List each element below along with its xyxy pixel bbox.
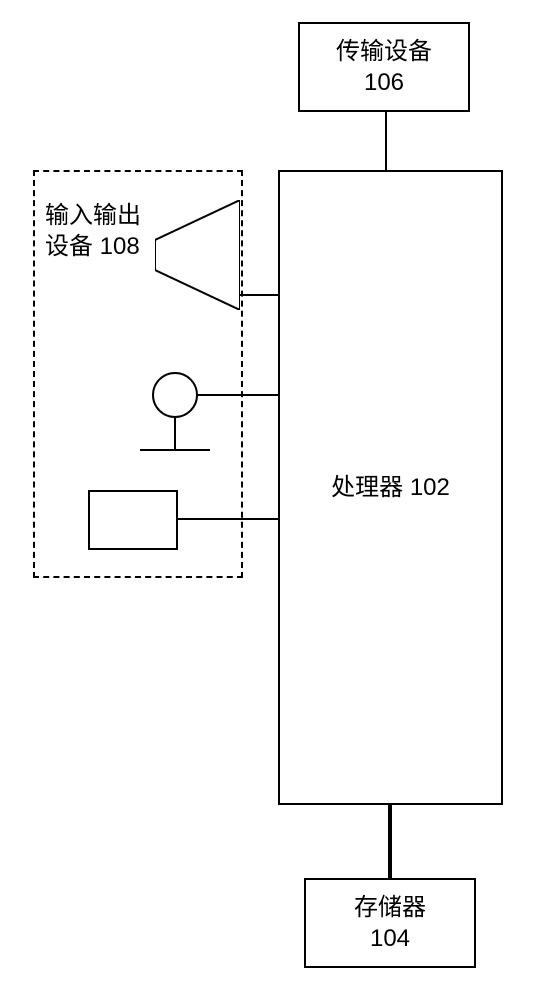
storage-label-line1: 存储器 [354,892,426,923]
storage-label-line2: 104 [370,923,410,954]
io-label-line2: 设备 108 [45,231,141,262]
microphone-icon [135,370,215,455]
io-label-line1: 输入输出 [45,200,141,231]
storage-block: 存储器 104 [304,878,476,968]
conn-rect-processor [178,518,278,520]
transmission-label-line2: 106 [364,67,404,98]
processor-block: 处理器 102 [278,170,503,805]
conn-mic-processor [197,394,278,396]
conn-transmission-processor [385,112,387,170]
io-label: 输入输出 设备 108 [45,200,141,262]
display-rect-icon [88,490,178,550]
speaker-icon [155,200,240,310]
processor-label-line1: 处理器 102 [331,472,450,503]
transmission-label-line1: 传输设备 [336,36,432,67]
conn-processor-storage [388,805,392,878]
conn-speaker-processor [240,294,278,296]
transmission-device-block: 传输设备 106 [298,22,470,112]
